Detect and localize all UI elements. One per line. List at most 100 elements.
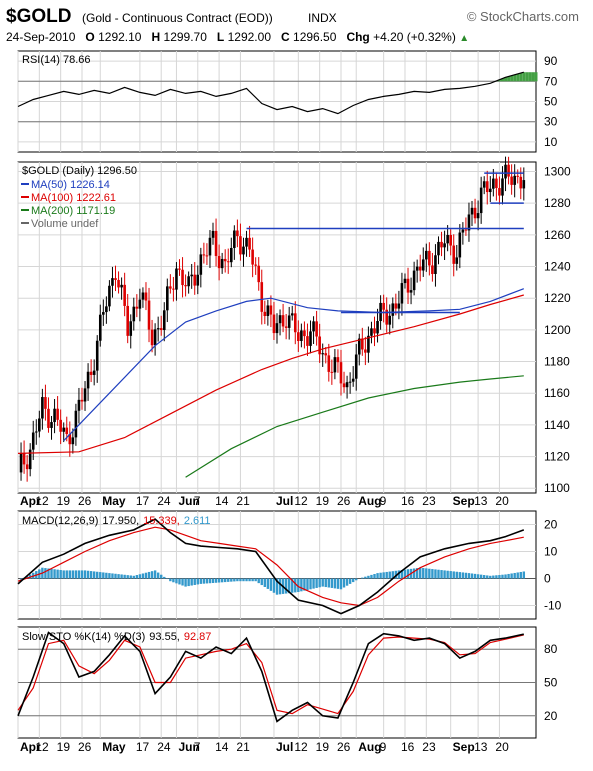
rsi-legend: RSI(14) 78.66 <box>22 54 90 66</box>
price-candle <box>22 453 26 465</box>
macd-histogram-bar <box>479 574 483 579</box>
ma50-line <box>63 288 525 442</box>
x-tick-label: Apr <box>20 494 41 508</box>
price-candle <box>522 180 526 189</box>
macd-histogram-bar <box>370 574 373 579</box>
price-candle <box>504 164 507 179</box>
macd-histogram-bar <box>287 578 291 594</box>
price-candle <box>507 164 510 177</box>
price-candle <box>196 274 200 286</box>
y-tick-label: 1240 <box>544 260 571 274</box>
macd-histogram-bar <box>306 578 309 590</box>
macd-histogram-bar <box>397 570 401 579</box>
macd-histogram-bar <box>351 578 355 583</box>
price-candle <box>123 284 126 306</box>
stockcharts-brand[interactable]: © StockCharts.com <box>466 9 579 24</box>
price-candle <box>135 306 139 309</box>
rsi-panel: 90 70 50 30 10 RSI(14) 78.66 <box>17 51 558 152</box>
price-candle <box>406 278 410 293</box>
x-tick-label: 21 <box>236 494 250 508</box>
macd-histogram-bar <box>105 572 108 579</box>
rsi-line <box>17 71 524 115</box>
price-legend-item: MA(100) 1222.61 <box>31 192 116 204</box>
high-label: H <box>151 30 161 44</box>
price-candle <box>281 315 285 327</box>
price-candle <box>150 329 154 346</box>
macd-histogram-bar <box>120 574 123 579</box>
macd-histogram-bar <box>449 571 452 579</box>
macd-histogram-bar <box>147 571 151 579</box>
price-candle <box>169 286 172 289</box>
price-candle <box>34 431 38 433</box>
x-tick-label: 12 <box>35 740 49 754</box>
macd-histogram-bar <box>294 578 297 593</box>
x-tick-label: 19 <box>57 494 71 508</box>
price-candle <box>86 371 90 389</box>
price-candle <box>290 313 294 316</box>
price-candle <box>351 378 355 382</box>
price-candle <box>336 357 340 363</box>
macd-histogram-bar <box>193 578 196 585</box>
change-value: +4.20 (+0.32%) <box>373 30 456 44</box>
macd-histogram-bar <box>181 578 184 586</box>
price-candle <box>513 175 516 185</box>
macd-histogram-bar <box>217 578 221 583</box>
price-candle <box>488 188 492 193</box>
price-candle <box>126 305 129 336</box>
macd-histogram-bar <box>422 568 425 579</box>
stochastic-panel: 80 50 20 Slow STO %K(14) %D(3) 93.55, 92.87 <box>17 627 558 738</box>
macd-histogram-bar <box>513 572 516 579</box>
macd-histogram-bar <box>236 578 239 582</box>
price-candle <box>278 315 282 324</box>
x-tick-label: 21 <box>236 740 250 754</box>
macd-histogram-bar <box>412 568 416 579</box>
macd-histogram-bar <box>428 568 431 579</box>
y-tick-label: 1120 <box>544 450 570 464</box>
price-candle <box>199 254 203 275</box>
price-candle <box>434 255 437 274</box>
macd-histogram-bar <box>190 578 193 586</box>
macd-histogram-bar <box>205 578 209 584</box>
x-tick-label: Sep <box>453 740 475 754</box>
price-candle <box>409 290 413 293</box>
x-tick-label: 17 <box>136 494 150 508</box>
chart-description: (Gold - Continuous Contract (EOD)) <box>82 11 273 25</box>
stochastic-legend-part: Slow STO %K(14) %D(3) <box>22 631 145 643</box>
price-candle <box>470 207 474 215</box>
price-candle <box>260 282 264 312</box>
price-candle <box>105 306 108 313</box>
price-candle <box>41 397 44 419</box>
x-tick-label: 19 <box>316 740 330 754</box>
price-candle <box>284 326 288 328</box>
price-candle <box>44 397 47 409</box>
price-candle <box>287 315 291 328</box>
macd-histogram-bar <box>406 569 410 579</box>
price-candle <box>184 285 187 287</box>
macd-histogram-bar <box>275 578 279 595</box>
x-tick-label: 16 <box>401 494 415 508</box>
price-candle <box>452 245 456 264</box>
price-candle <box>464 229 468 231</box>
price-candle <box>458 232 462 258</box>
macd-histogram-bar <box>519 571 522 579</box>
macd-histogram-bar <box>135 575 139 579</box>
low-label: L <box>216 30 225 44</box>
price-candle <box>214 230 218 256</box>
price-candle <box>330 371 334 373</box>
price-candle <box>485 181 489 193</box>
price-candle <box>108 285 111 307</box>
macd-histogram-bar <box>266 578 270 589</box>
price-candle <box>89 371 93 375</box>
price-candle <box>440 241 443 248</box>
macd-histogram-bar <box>391 571 394 579</box>
y-tick-label: 0 <box>544 572 551 586</box>
macd-histogram-bar <box>455 571 458 579</box>
price-candle <box>95 340 99 371</box>
macd-legend-part: 17.950, <box>102 515 139 527</box>
price-candle <box>181 269 184 286</box>
macd-histogram-bar <box>382 572 385 579</box>
x-tick-label: 7 <box>194 740 201 754</box>
price-candle <box>501 178 504 196</box>
macd-histogram-bar <box>74 570 78 579</box>
change-label: Chg <box>346 30 370 44</box>
